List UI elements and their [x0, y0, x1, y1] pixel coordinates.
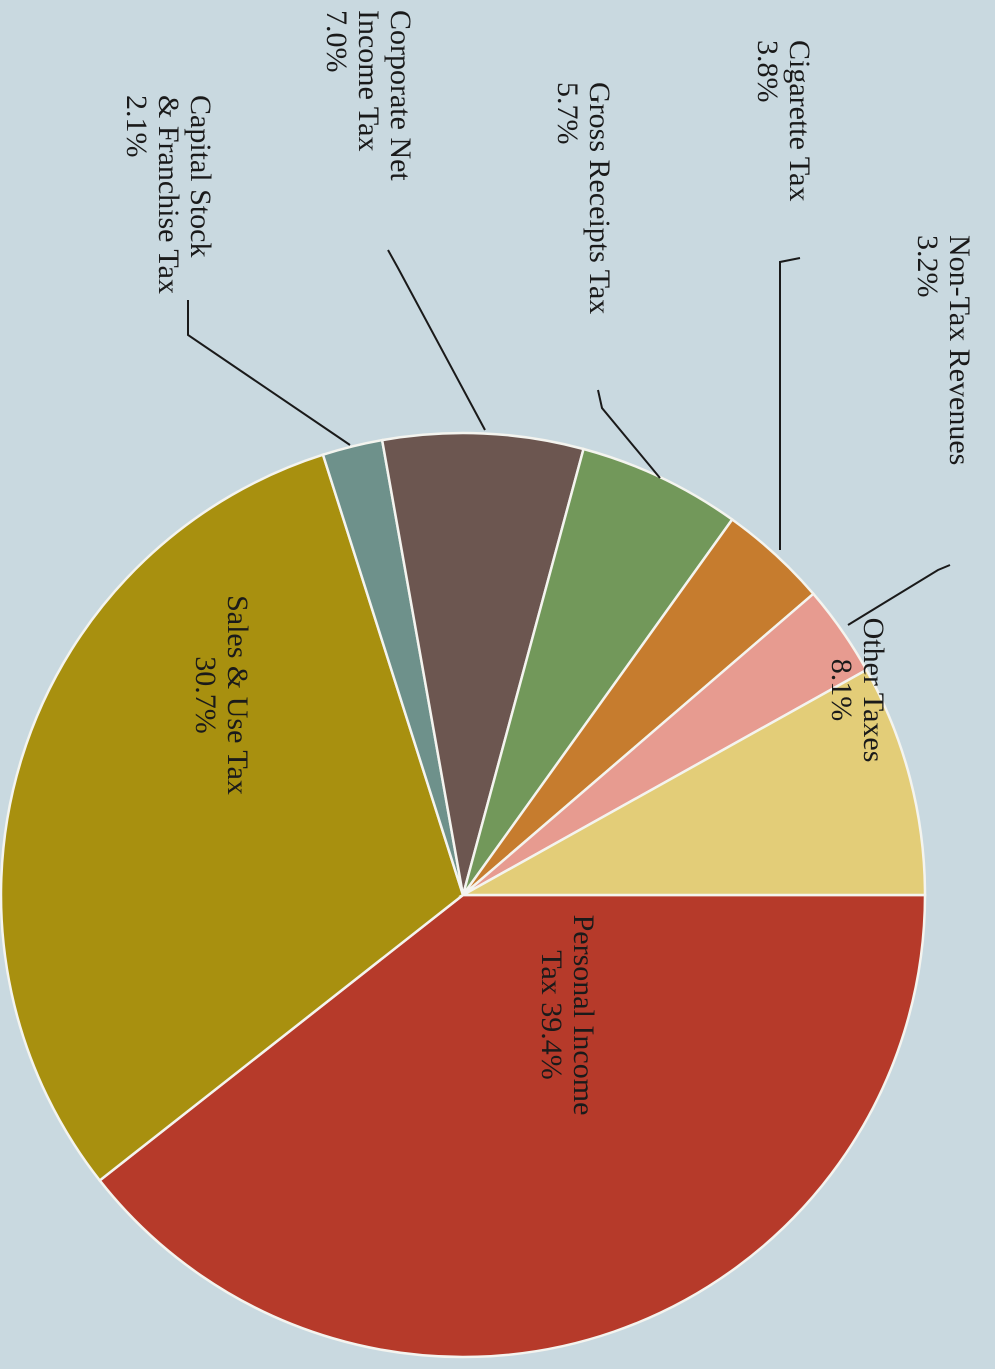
slice-label-line: Sales & Use Tax: [221, 595, 254, 795]
slice-label-line: 2.1%: [120, 95, 153, 158]
leader-line: [847, 564, 951, 626]
pie-slice: [0, 453, 465, 1183]
pie-slice: [380, 431, 586, 896]
leader-line: [387, 249, 486, 431]
slice-label-line: 7.0%: [320, 10, 353, 73]
slice-label-line: Tax 39.4%: [535, 950, 568, 1080]
leader-line: [779, 257, 801, 550]
labels-group: Personal IncomeTax 39.4%Sales & Use Tax3…: [120, 10, 976, 1115]
slice-label-line: Gross Receipts Tax: [583, 82, 616, 314]
leader-line: [187, 300, 351, 446]
slice-label: Capital Stock& Franchise Tax2.1%: [120, 95, 217, 294]
slice-label: Personal IncomeTax 39.4%: [535, 915, 600, 1116]
slice-label-line: 5.7%: [551, 82, 584, 145]
slice-label: Gross Receipts Tax5.7%: [551, 82, 616, 314]
slice-label: Non-Tax Revenues3.2%: [911, 235, 976, 465]
slice-label-line: 3.2%: [911, 235, 944, 298]
slice-label-line: Capital Stock: [184, 95, 217, 257]
slice-label-line: Other Taxes: [857, 618, 890, 763]
slice-label: Sales & Use Tax30.7%: [189, 595, 254, 795]
leader-line: [597, 389, 661, 479]
slice-label-line: 30.7%: [189, 656, 222, 734]
pie-slice: [97, 893, 927, 1359]
pie-slice: [458, 668, 927, 897]
slice-label-line: 3.8%: [751, 40, 784, 103]
slice-label-line: Non-Tax Revenues: [943, 235, 976, 465]
slice-label: Other Taxes8.1%: [825, 618, 890, 763]
pie-slice: [461, 447, 734, 896]
slices-group: [0, 431, 927, 1359]
slice-label-line: Cigarette Tax: [783, 40, 816, 201]
slice-label-line: 8.1%: [825, 659, 858, 722]
slice-label: Corporate NetIncome Tax7.0%: [320, 10, 417, 181]
slice-label-line: & Franchise Tax: [152, 95, 185, 294]
leader-lines-group: [187, 249, 951, 626]
slice-label-line: Corporate Net: [384, 10, 417, 181]
slice-label-line: Personal Income: [567, 915, 600, 1116]
slice-label: Cigarette Tax3.8%: [751, 40, 816, 201]
slice-label-line: Income Tax: [352, 10, 385, 151]
